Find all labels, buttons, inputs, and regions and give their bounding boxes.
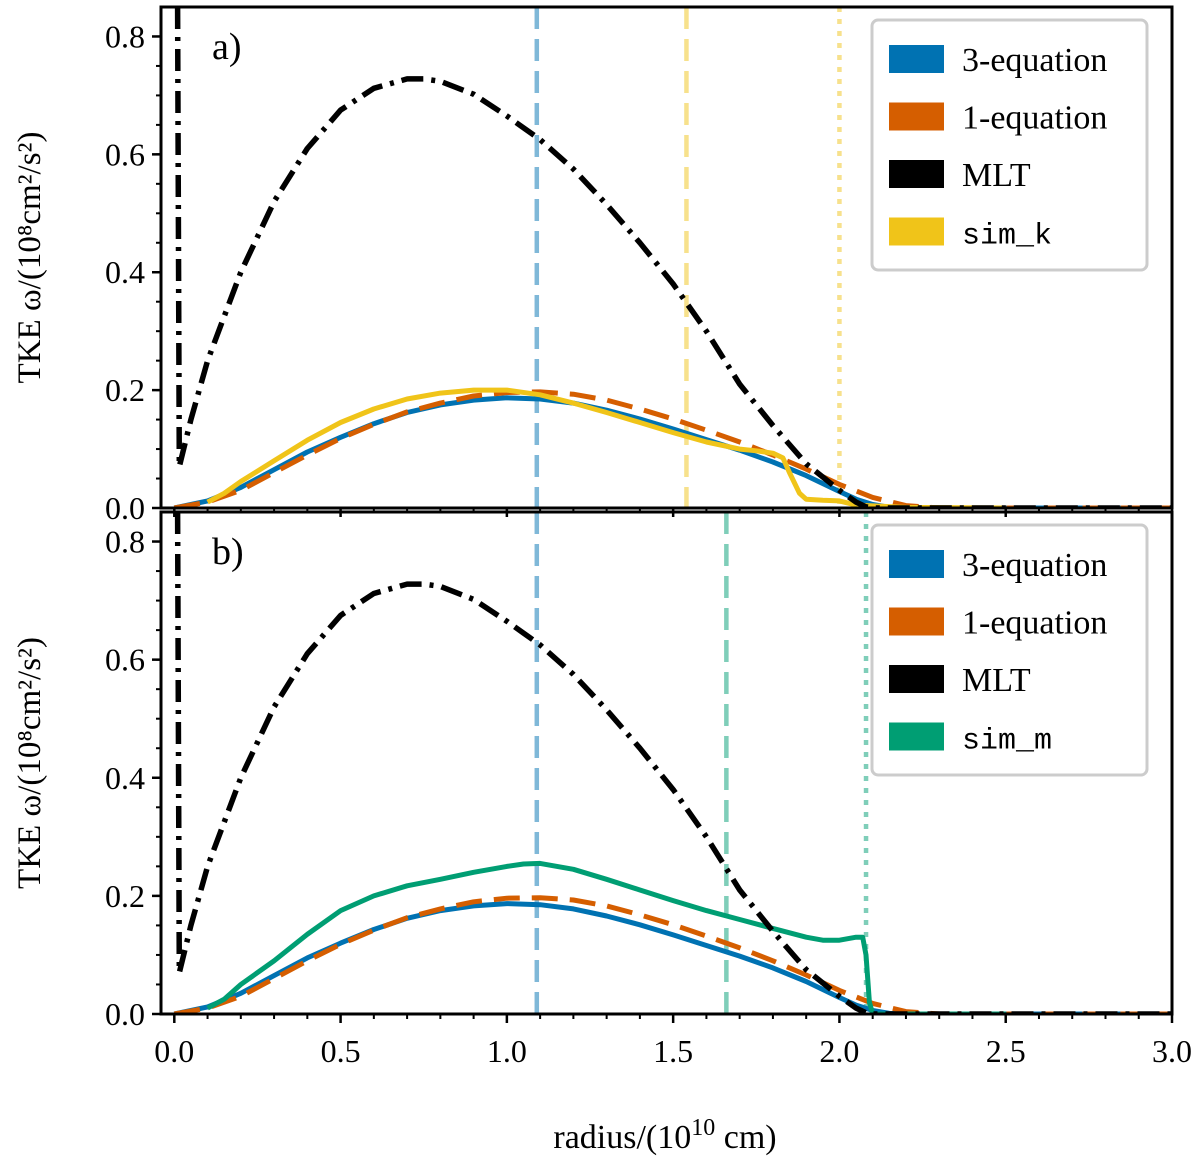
x-tick-label: 2.0 (819, 1033, 859, 1069)
legend-entry: sim_m (962, 725, 1052, 759)
y-tick-label: 0.2 (105, 878, 145, 914)
y-tick-label: 0.4 (105, 254, 145, 290)
panel-b: 0.0 0.2 0.4 0.6 0.8 0.0 0.5 1.0 1.5 2.0 2.5 3.0 b) TK… (12, 510, 1192, 1069)
y-tick-label: 0.8 (105, 524, 145, 560)
legend-entry: 3-equation (962, 42, 1107, 79)
legend-swatch (889, 722, 944, 751)
y-tick-label: 0.4 (105, 760, 145, 796)
legend-swatch (889, 45, 944, 73)
x-tick-label: 1.0 (487, 1033, 527, 1069)
panel-label: b) (212, 531, 244, 573)
legend-entry: MLT (962, 157, 1031, 194)
legend-entry: 3-equation (962, 547, 1107, 584)
x-tick-label: 2.5 (986, 1033, 1026, 1069)
series-1-equation (173, 895, 1172, 1014)
x-tick-label: 3.0 (1152, 1033, 1192, 1069)
y-tick-label: 0.8 (105, 18, 145, 54)
legend-entry: 1-equation (962, 100, 1107, 137)
y-axis-label: TKE ω/(10⁸cm²/s²) (12, 132, 48, 384)
legend: 3-equation 1-equation MLT sim_m (870, 523, 1149, 777)
x-tick-label: 1.5 (653, 1033, 693, 1069)
panel-a: 0.0 0.2 0.4 0.6 0.8 a) TKE ω/(10⁸cm²/s²) 3-equa… (12, 5, 1174, 526)
x-tick-label: 0.0 (154, 1033, 194, 1069)
legend-swatch (889, 550, 944, 578)
legend-swatch (889, 217, 944, 246)
series-1-equation (173, 389, 1172, 508)
y-tick-label: 0.6 (105, 136, 145, 172)
series-mlt (174, 7, 1172, 508)
axes-frame (159, 5, 1174, 510)
y-tick-label: 0.0 (105, 996, 145, 1032)
y-tick-label: 0.2 (105, 372, 145, 408)
series-sim-m (206, 860, 1006, 1014)
legend-swatch (889, 607, 944, 636)
series-sim-k (206, 387, 1006, 508)
legend-swatch (889, 665, 944, 693)
legend-swatch (889, 102, 944, 131)
legend: 3-equation 1-equation MLT sim_k (870, 18, 1149, 272)
y-axis-label: TKE ω/(10⁸cm²/s²) (12, 637, 48, 889)
series-mlt (174, 512, 1172, 1014)
series-3-equation (173, 395, 1172, 508)
legend-entry: 1-equation (962, 605, 1107, 642)
legend-entry: sim_k (962, 220, 1052, 254)
x-axis-label: radius/(1010 cm) (553, 1115, 776, 1156)
y-tick-label: 0.0 (105, 490, 145, 526)
legend-swatch (889, 160, 944, 188)
x-tick-label: 0.5 (321, 1033, 361, 1069)
legend-entry: MLT (962, 662, 1031, 699)
y-tick-label: 0.6 (105, 642, 145, 678)
panel-label: a) (212, 26, 242, 68)
axes-frame (159, 510, 1174, 1016)
